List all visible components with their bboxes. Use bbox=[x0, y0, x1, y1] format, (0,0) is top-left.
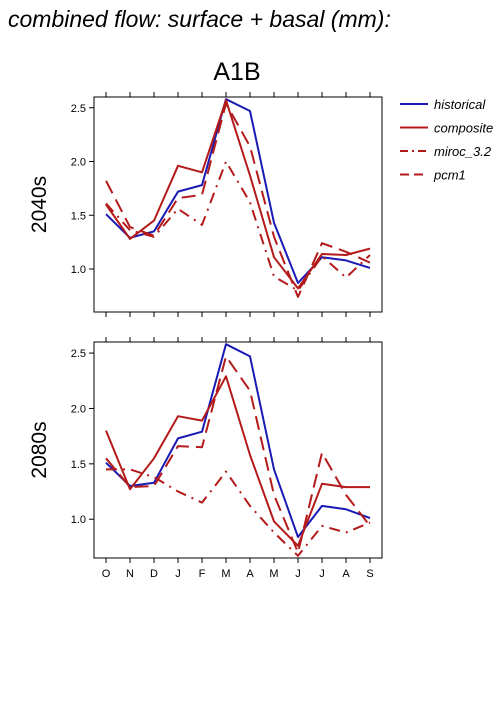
y-tick-label: 1.5 bbox=[71, 210, 86, 222]
series-line-pcm1 bbox=[105, 355, 371, 554]
y-tick-label: 2.5 bbox=[71, 103, 86, 115]
x-tick-label: O bbox=[102, 568, 111, 580]
panel-frame bbox=[93, 341, 383, 559]
x-tick-label: S bbox=[366, 568, 373, 580]
panel-label: 2040s bbox=[28, 176, 51, 233]
y-tick-label: 2.0 bbox=[71, 157, 86, 169]
x-tick-label: D bbox=[150, 568, 158, 580]
x-tick-label: J bbox=[175, 568, 181, 580]
series-line-historical bbox=[105, 98, 371, 284]
legend-label: historical bbox=[434, 97, 486, 112]
x-tick-label: M bbox=[269, 568, 278, 580]
panel-2040s: 1.0 1.5 2.0 2.5 2040s bbox=[28, 92, 383, 317]
x-tick-label: J bbox=[295, 568, 301, 580]
series-line-miroc-3-2 bbox=[106, 468, 371, 557]
panel-2080s: 1.0 1.5 2.0 2.5 O N D J F M A M J J A S 2080s bbox=[28, 337, 383, 580]
series-line-miroc-3-2 bbox=[105, 160, 371, 292]
y-tick-label: 1.5 bbox=[71, 459, 86, 471]
series-line-composite bbox=[105, 375, 370, 547]
x-tick-label: F bbox=[199, 568, 206, 580]
series-line-pcm1 bbox=[105, 102, 371, 298]
figure-title: combined flow: surface + basal (mm): bbox=[8, 6, 391, 32]
x-tick-label: A bbox=[342, 568, 350, 580]
y-tick-label: 2.5 bbox=[71, 348, 86, 360]
panel-label: 2080s bbox=[28, 421, 51, 478]
legend-label: miroc_3.2 bbox=[434, 144, 492, 159]
x-tick-label: J bbox=[319, 568, 325, 580]
legend-label: pcm1 bbox=[433, 168, 466, 183]
legend-label: composite bbox=[434, 121, 493, 136]
x-tick-label: M bbox=[221, 568, 230, 580]
y-tick-label: 1.0 bbox=[71, 514, 86, 526]
x-tick-label: N bbox=[126, 568, 134, 580]
y-tick-label: 1.0 bbox=[71, 264, 86, 276]
series-line-composite bbox=[105, 99, 371, 290]
panel-frame bbox=[93, 96, 383, 313]
chart-title: A1B bbox=[213, 58, 260, 86]
x-tick-label: A bbox=[246, 568, 254, 580]
legend: historical composite miroc_3.2 pcm1 bbox=[400, 97, 493, 183]
y-tick-label: 2.0 bbox=[71, 403, 86, 415]
series-line-historical bbox=[105, 343, 371, 538]
